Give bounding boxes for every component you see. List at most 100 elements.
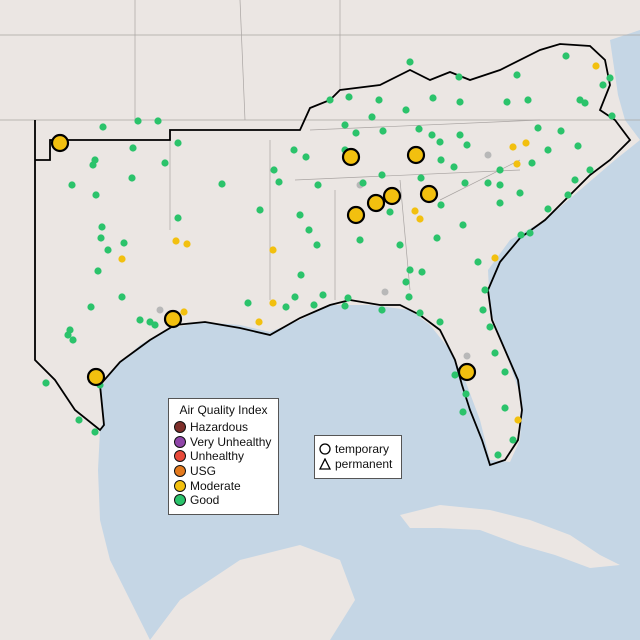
monitor-point-good[interactable] [375,96,383,104]
monitor-point-good[interactable] [341,121,349,129]
monitor-point-good[interactable] [344,294,352,302]
monitor-point-good[interactable] [436,138,444,146]
monitor-point-good[interactable] [437,201,445,209]
monitor-point-good[interactable] [326,96,334,104]
monitor-point-good[interactable] [459,408,467,416]
monitor-point-good[interactable] [437,156,445,164]
monitor-point-good[interactable] [436,318,444,326]
monitor-point-good[interactable] [501,368,509,376]
monitor-point-good[interactable] [406,266,414,274]
monitor-point-good[interactable] [462,390,470,398]
monitor-point-moderate[interactable] [513,160,521,168]
monitor-point-no-data[interactable] [156,306,164,314]
monitor-point-good[interactable] [501,404,509,412]
monitor-point-good[interactable] [378,306,386,314]
monitor-point-moderate[interactable] [509,143,517,151]
monitor-point-good[interactable] [244,299,252,307]
monitor-point-good[interactable] [282,303,290,311]
monitor-point-moderate[interactable] [491,254,499,262]
monitor-point-good[interactable] [161,159,169,167]
monitor-point-good[interactable] [459,221,467,229]
monitor-point-good[interactable] [418,268,426,276]
monitor-point-good[interactable] [429,94,437,102]
monitor-point-good[interactable] [574,142,582,150]
monitor-point-good[interactable] [496,166,504,174]
monitor-point-good[interactable] [91,428,99,436]
monitor-point-good[interactable] [463,141,471,149]
monitor-point-good[interactable] [516,189,524,197]
monitor-point-good[interactable] [599,81,607,89]
monitor-point-moderate[interactable] [411,207,419,215]
temporary-monitor-moderate[interactable] [163,309,183,329]
temporary-monitor-moderate[interactable] [406,145,426,165]
monitor-point-no-data[interactable] [484,151,492,159]
monitor-point-good[interactable] [352,129,360,137]
monitor-point-moderate[interactable] [592,62,600,70]
monitor-point-good[interactable] [606,74,614,82]
monitor-point-good[interactable] [406,58,414,66]
monitor-point-good[interactable] [491,349,499,357]
monitor-point-moderate[interactable] [416,215,424,223]
monitor-point-good[interactable] [291,293,299,301]
monitor-point-moderate[interactable] [118,255,126,263]
temporary-monitor-moderate[interactable] [457,362,477,382]
temporary-monitor-moderate[interactable] [346,205,366,225]
monitor-point-good[interactable] [218,180,226,188]
monitor-point-good[interactable] [455,73,463,81]
monitor-point-good[interactable] [92,191,100,199]
monitor-point-good[interactable] [461,179,469,187]
monitor-point-good[interactable] [481,286,489,294]
monitor-point-moderate[interactable] [269,299,277,307]
monitor-point-good[interactable] [68,181,76,189]
monitor-point-moderate[interactable] [269,246,277,254]
monitor-point-good[interactable] [402,278,410,286]
monitor-point-good[interactable] [314,181,322,189]
monitor-point-good[interactable] [526,229,534,237]
monitor-point-good[interactable] [503,98,511,106]
monitor-point-moderate[interactable] [514,416,522,424]
monitor-point-good[interactable] [120,239,128,247]
monitor-point-good[interactable] [396,241,404,249]
monitor-point-moderate[interactable] [180,308,188,316]
monitor-point-good[interactable] [456,98,464,106]
monitor-point-good[interactable] [94,267,102,275]
monitor-point-good[interactable] [405,293,413,301]
monitor-point-good[interactable] [174,139,182,147]
monitor-point-good[interactable] [134,117,142,125]
monitor-point-good[interactable] [474,258,482,266]
monitor-point-good[interactable] [104,246,112,254]
monitor-point-good[interactable] [416,309,424,317]
monitor-point-good[interactable] [118,293,126,301]
monitor-point-good[interactable] [486,323,494,331]
monitor-point-good[interactable] [564,191,572,199]
monitor-point-good[interactable] [402,106,410,114]
monitor-point-good[interactable] [87,303,95,311]
monitor-point-good[interactable] [368,113,376,121]
monitor-point-good[interactable] [528,159,536,167]
monitor-point-good[interactable] [64,331,72,339]
monitor-point-no-data[interactable] [381,288,389,296]
monitor-point-good[interactable] [450,163,458,171]
monitor-point-good[interactable] [75,416,83,424]
monitor-point-good[interactable] [557,127,565,135]
monitor-point-good[interactable] [128,174,136,182]
monitor-point-good[interactable] [89,161,97,169]
monitor-point-good[interactable] [42,379,50,387]
monitor-point-good[interactable] [174,214,182,222]
monitor-point-moderate[interactable] [522,139,530,147]
monitor-point-good[interactable] [319,291,327,299]
monitor-point-good[interactable] [484,179,492,187]
monitor-point-good[interactable] [98,223,106,231]
temporary-monitor-moderate[interactable] [50,133,70,153]
monitor-point-good[interactable] [297,271,305,279]
monitor-point-good[interactable] [456,131,464,139]
monitor-point-good[interactable] [313,241,321,249]
temporary-monitor-moderate[interactable] [382,186,402,206]
monitor-point-good[interactable] [69,336,77,344]
monitor-point-good[interactable] [509,436,517,444]
monitor-point-good[interactable] [451,371,459,379]
monitor-point-good[interactable] [544,205,552,213]
monitor-point-good[interactable] [586,166,594,174]
monitor-point-good[interactable] [433,234,441,242]
